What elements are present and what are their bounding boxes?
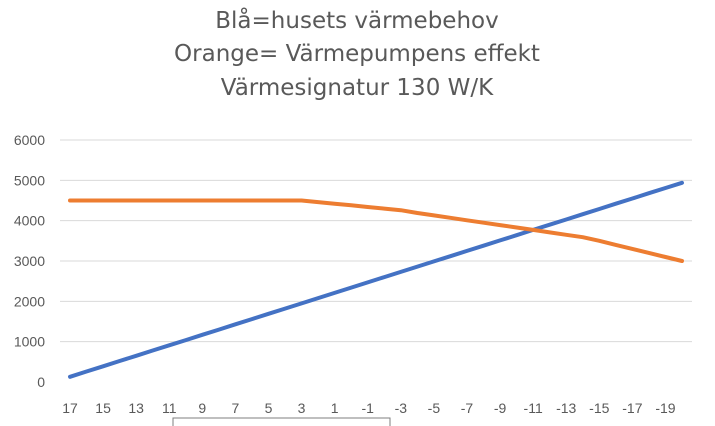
y-tick-label: 5000 bbox=[14, 172, 45, 188]
x-tick-label: 7 bbox=[232, 400, 240, 416]
y-axis-ticks: 0 1000 2000 3000 4000 5000 6000 bbox=[14, 132, 45, 390]
chart-title-line-3: Värmesignatur 130 W/K bbox=[221, 75, 494, 101]
x-tick-label: -17 bbox=[622, 400, 642, 416]
x-tick-label: -5 bbox=[428, 400, 441, 416]
chart-title: Blå=husets värmebehov Orange= Värmepumpe… bbox=[174, 6, 540, 101]
decorative-bracket bbox=[172, 417, 391, 426]
gridlines bbox=[60, 139, 692, 343]
chart-title-line-2: Orange= Värmepumpens effekt bbox=[174, 41, 540, 67]
y-tick-label: 3000 bbox=[14, 253, 45, 269]
x-axis-ticks: 17 15 13 11 9 7 5 3 1 -1 -3 -5 -7 -9 -11 -13 -15 -17 -19 bbox=[62, 400, 676, 416]
series-line-1 bbox=[68, 180, 684, 379]
x-tick-label: -15 bbox=[589, 400, 609, 416]
x-tick-label: -1 bbox=[362, 400, 375, 416]
x-tick-label: 15 bbox=[95, 400, 111, 416]
x-tick-label: -11 bbox=[524, 400, 543, 416]
x-tick-label: -9 bbox=[494, 400, 507, 416]
x-tick-label: -19 bbox=[655, 400, 675, 416]
x-tick-label: 17 bbox=[62, 400, 78, 416]
x-tick-label: 11 bbox=[162, 400, 177, 416]
y-tick-label: 0 bbox=[37, 374, 45, 390]
y-tick-label: 6000 bbox=[14, 132, 45, 148]
x-tick-label: 9 bbox=[198, 400, 206, 416]
y-tick-label: 2000 bbox=[14, 293, 45, 309]
x-tick-label: 5 bbox=[265, 400, 273, 416]
x-tick-label: 3 bbox=[298, 400, 306, 416]
y-tick-label: 1000 bbox=[14, 334, 45, 350]
x-tick-label: 1 bbox=[331, 400, 339, 416]
x-tick-label: -13 bbox=[556, 400, 576, 416]
chart-title-line-1: Blå=husets värmebehov bbox=[215, 6, 498, 34]
x-tick-label: 13 bbox=[128, 400, 144, 416]
series-lines bbox=[68, 180, 684, 379]
series-line-2 bbox=[68, 198, 684, 263]
x-tick-label: -3 bbox=[395, 400, 408, 416]
y-tick-label: 4000 bbox=[14, 213, 45, 229]
x-tick-label: -7 bbox=[461, 400, 474, 416]
